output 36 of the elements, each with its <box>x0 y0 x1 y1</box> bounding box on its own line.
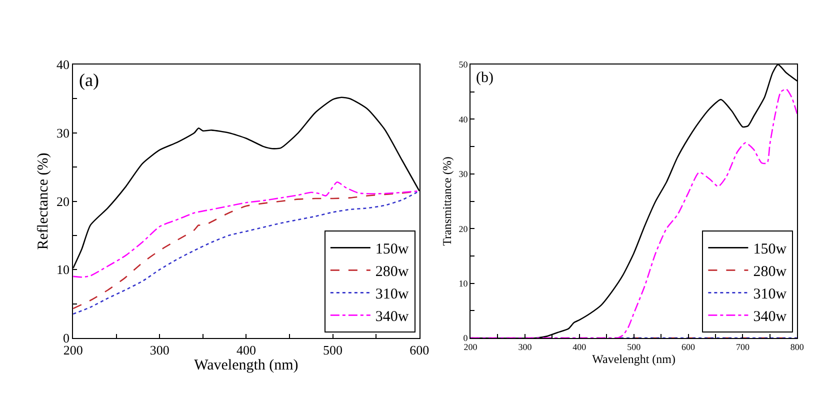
x-axis-title: Wavelength (nm) <box>194 358 298 374</box>
annotation: (b) <box>476 70 494 86</box>
x-tick-label: 400 <box>572 342 587 352</box>
line-series <box>73 181 420 278</box>
legend-label: 280w <box>753 264 787 280</box>
annotation: (a) <box>79 70 99 90</box>
x-tick-label: 300 <box>518 342 532 352</box>
y-tick-label: 20 <box>458 224 468 234</box>
y-tick-label: 30 <box>56 125 70 140</box>
x-tick-label: 400 <box>236 342 256 358</box>
x-tick-label: 700 <box>736 342 750 352</box>
y-tick-label: 20 <box>56 194 70 209</box>
x-tick-label: 600 <box>682 342 696 352</box>
y-axis-title: Transmittance (%) <box>440 156 454 246</box>
y-tick-label: 10 <box>458 278 468 288</box>
y-tick-label: 10 <box>56 262 70 278</box>
x-tick-label: 800 <box>790 342 804 352</box>
legend-label: 280w <box>375 264 409 280</box>
y-tick-label: 50 <box>458 60 468 70</box>
x-axis-title: Wavelenght (nm) <box>592 352 676 366</box>
y-tick-label: 30 <box>458 169 468 180</box>
legend-label: 310w <box>375 286 409 303</box>
legend-label: 310w <box>753 286 787 303</box>
y-axis-title: Reflectance (%) <box>36 152 52 250</box>
x-tick-label: 200 <box>464 342 478 352</box>
legend-label: 340w <box>753 309 787 326</box>
y-tick-label: 0 <box>463 333 468 344</box>
x-tick-label: 300 <box>150 342 170 358</box>
x-tick-label: 500 <box>323 342 343 358</box>
legend-label: 150w <box>375 242 409 258</box>
y-tick-label: 40 <box>458 114 468 124</box>
y-tick-label: 40 <box>56 57 70 72</box>
x-tick-label: 600 <box>410 342 430 358</box>
x-tick-label: 500 <box>627 342 642 352</box>
legend-label: 340w <box>375 309 409 326</box>
legend-label: 150w <box>753 242 787 258</box>
